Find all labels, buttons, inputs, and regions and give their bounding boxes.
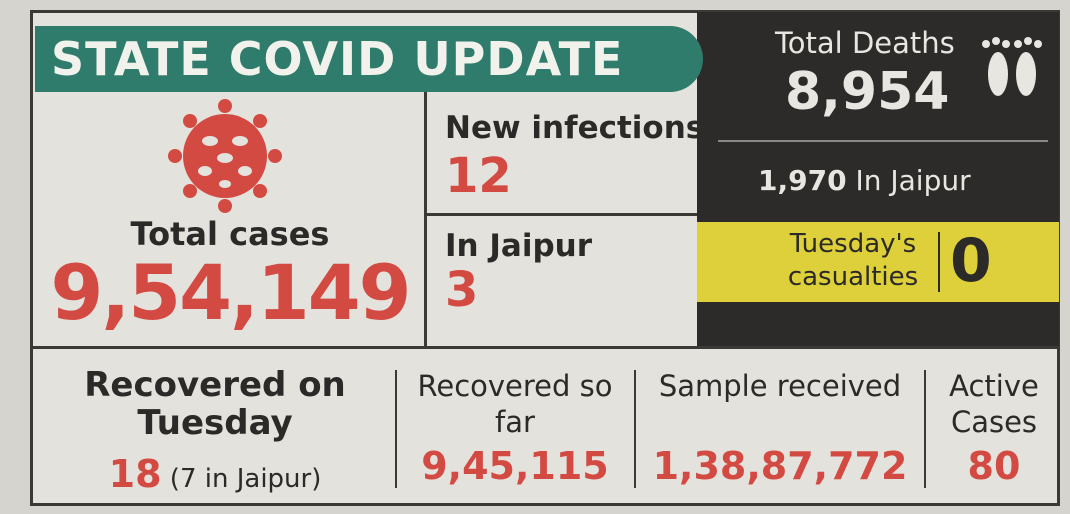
stat-label: Recovered on Tuesday	[40, 366, 390, 442]
infographic: STATE COVID UPDATE Total cases 9,54,149 …	[0, 0, 1070, 514]
virus-icon	[155, 96, 295, 216]
casualties-label: Tuesday's casualties	[770, 228, 936, 294]
stat-number: 80	[930, 444, 1058, 488]
stat-value: 18 (7 in Jaipur)	[40, 452, 390, 496]
new-infections-value: 12	[445, 148, 512, 204]
total-cases-value: 9,54,149	[40, 248, 420, 337]
footprints-icon	[972, 36, 1050, 102]
divider	[924, 370, 926, 488]
jaipur-label: In Jaipur	[445, 228, 592, 264]
new-infections-label: New infections	[445, 110, 704, 146]
deaths-jaipur: 1,970 In Jaipur	[758, 164, 971, 197]
divider	[424, 213, 697, 216]
stat-label: Active Cases	[930, 368, 1058, 440]
stat-note: (7 in Jaipur)	[170, 464, 322, 494]
stat-label: Sample received	[640, 368, 920, 404]
divider	[30, 346, 1060, 349]
banner-title: STATE COVID UPDATE	[35, 26, 703, 92]
divider	[395, 370, 397, 488]
divider	[718, 140, 1048, 142]
stat-number: 9,45,115	[400, 444, 630, 488]
deaths-value: 8,954	[785, 62, 949, 122]
divider	[634, 370, 636, 488]
casualties-value: 0	[950, 226, 992, 296]
divider	[424, 92, 427, 348]
stat-number: 1,38,87,772	[640, 444, 920, 488]
deaths-jaipur-value: 1,970	[758, 164, 847, 197]
jaipur-value: 3	[445, 262, 478, 318]
deaths-label: Total Deaths	[775, 26, 955, 60]
stat-number: 18	[109, 452, 162, 496]
stat-label: Recovered so far	[400, 368, 630, 440]
divider	[938, 232, 940, 292]
deaths-jaipur-label: In Jaipur	[855, 164, 970, 197]
